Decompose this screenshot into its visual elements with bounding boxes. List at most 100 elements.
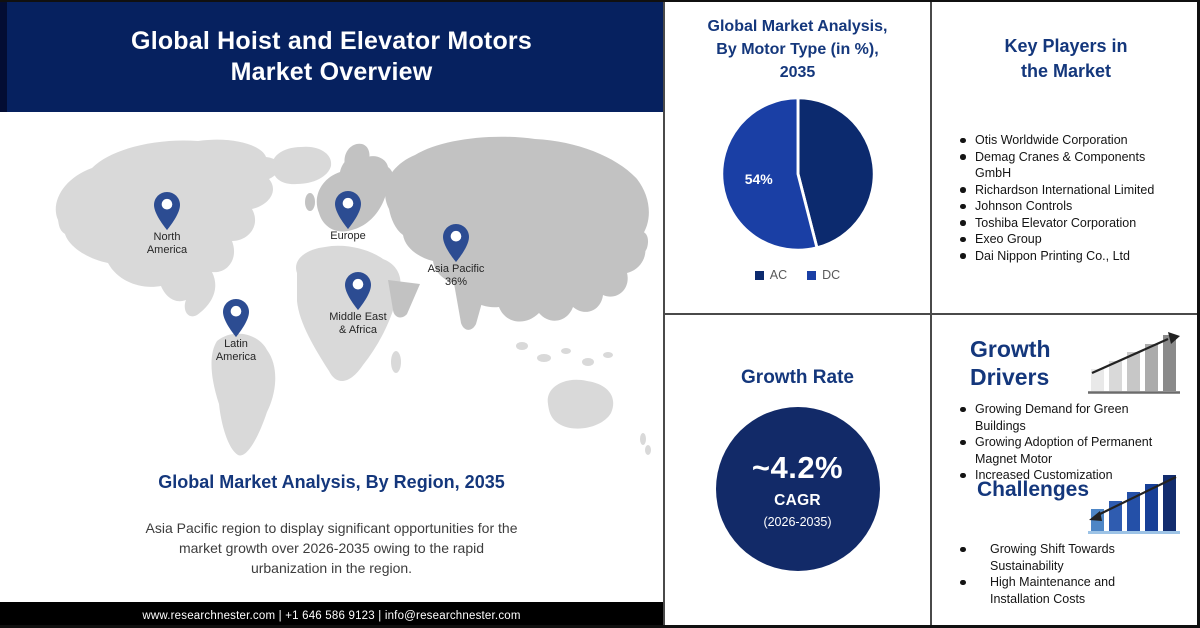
legend-swatch-icon bbox=[754, 270, 764, 280]
location-pin-icon bbox=[443, 224, 469, 262]
continent-asia bbox=[385, 136, 649, 322]
pie-title-line1: Global Market Analysis, bbox=[707, 18, 888, 35]
right-panel-grid: Global Market Analysis, By Motor Type (i… bbox=[663, 2, 1197, 625]
list-item: Toshiba Elevator Corporation bbox=[959, 215, 1175, 232]
map-pin-latin-america: Latin America bbox=[176, 299, 296, 363]
pie-chart-holder: 54% bbox=[716, 92, 880, 256]
pie-title-line2: By Motor Type (in %), bbox=[716, 41, 879, 58]
cagr-circle: ~4.2% CAGR (2026-2035) bbox=[715, 407, 880, 571]
region-arabia bbox=[388, 280, 420, 318]
description-line3: urbanization in the region. bbox=[250, 560, 413, 576]
rising-blue-bars-icon bbox=[1088, 475, 1180, 534]
key-players-title: Key Players in the Market bbox=[932, 34, 1197, 84]
list-item: Growing Adoption of Permanent Magnet Mot… bbox=[959, 434, 1164, 467]
island-nz-2 bbox=[645, 445, 651, 455]
cagr-period: (2026-2035) bbox=[763, 514, 832, 529]
region-label: Middle East & Africa bbox=[329, 311, 387, 336]
map-pin-asia-pacific: Asia Pacific 36% bbox=[396, 224, 516, 288]
pie-slice-dc bbox=[719, 96, 818, 252]
list-item: Demag Cranes & Components GmbH bbox=[959, 149, 1175, 182]
continent-south-america bbox=[211, 333, 276, 456]
list-item: Growing Demand for Green Buildings bbox=[959, 401, 1164, 434]
pie-chart-title: Global Market Analysis, By Motor Type (i… bbox=[708, 15, 888, 84]
list-item: Johnson Controls bbox=[959, 198, 1175, 215]
region-scandinavia bbox=[344, 143, 370, 173]
cagr-value: ~4.2% bbox=[751, 449, 844, 485]
region-label: Europe bbox=[330, 230, 366, 242]
legend-item-dc: DC bbox=[807, 268, 840, 282]
list-item: Richardson International Limited bbox=[959, 182, 1175, 199]
challenges-list: Growing Shift Towards Sustainability High… bbox=[959, 541, 1159, 607]
growth-rate-title: Growth Rate bbox=[741, 367, 854, 388]
island-sea-2 bbox=[537, 354, 551, 362]
key-players-title-line2: the Market bbox=[1020, 61, 1112, 81]
world-map-area: North America Europe Asia Pacific 36% Middle … bbox=[0, 114, 663, 466]
map-pins-layer: North America Europe Asia Pacific 36% Middle … bbox=[0, 114, 663, 466]
page-title-line2: Market Overview bbox=[230, 58, 433, 86]
page-title: Global Hoist and Elevator Motors Market … bbox=[131, 26, 532, 88]
island-sea-3 bbox=[561, 348, 571, 354]
key-players-title-line1: Key Players in bbox=[1004, 36, 1128, 56]
key-players-panel: Key Players in the Market Otis Worldwide… bbox=[932, 2, 1197, 313]
region-label: Asia Pacific 36% bbox=[427, 263, 485, 288]
pie-chart: 54% bbox=[719, 96, 876, 252]
legend-label: DC bbox=[822, 268, 841, 282]
map-pin-europe: Europe bbox=[288, 191, 408, 243]
island-nz-1 bbox=[640, 433, 646, 445]
rising-gray-bars-icon bbox=[1088, 332, 1180, 394]
pie-slice-ac bbox=[796, 96, 876, 250]
location-pin-icon bbox=[223, 299, 249, 337]
pie-legend: AC DC bbox=[754, 268, 840, 282]
location-pin-icon bbox=[154, 192, 180, 230]
world-map bbox=[55, 136, 651, 456]
map-pin-middle-east-africa: Middle East & Africa bbox=[298, 272, 418, 336]
region-label: North America bbox=[146, 231, 188, 256]
list-item: Exeo Group bbox=[959, 231, 1175, 248]
map-pin-north-america: North America bbox=[107, 192, 227, 256]
footer-bar: www.researchnester.com | +1 646 586 9123… bbox=[0, 602, 663, 625]
list-item: Dai Nippon Printing Co., Ltd bbox=[959, 248, 1175, 265]
legend-swatch-icon bbox=[807, 270, 817, 280]
location-pin-icon bbox=[345, 272, 371, 310]
description-line1: Asia Pacific region to display significa… bbox=[145, 520, 518, 536]
island-sea-4 bbox=[582, 358, 594, 366]
continent-africa bbox=[296, 245, 401, 382]
list-item: High Maintenance and Installation Costs bbox=[959, 574, 1159, 607]
growth-drivers-list: Growing Demand for Green Buildings Growin… bbox=[959, 401, 1164, 484]
legend-item-ac: AC bbox=[754, 268, 788, 282]
pie-data-label: 54% bbox=[744, 171, 773, 187]
map-dark-continents bbox=[305, 136, 649, 330]
drivers-challenges-panel: Growth Drivers Growing Demand for Green … bbox=[932, 315, 1197, 625]
region-india bbox=[452, 272, 490, 330]
growth-rate-panel: Growth Rate ~4.2% CAGR (2026-2035) bbox=[665, 315, 930, 625]
region-label: Latin America bbox=[215, 338, 257, 363]
region-analysis-description: Asia Pacific region to display significa… bbox=[0, 518, 663, 578]
footer-contact-text: www.researchnester.com | +1 646 586 9123… bbox=[142, 610, 521, 622]
pie-title-line3: 2035 bbox=[779, 64, 816, 81]
list-item: Otis Worldwide Corporation bbox=[959, 132, 1175, 149]
island-greenland bbox=[272, 146, 332, 185]
list-item: Increased Customization bbox=[959, 467, 1164, 484]
legend-label: AC bbox=[769, 268, 788, 282]
cagr-label: CAGR bbox=[774, 491, 821, 509]
island-madagascar bbox=[391, 351, 401, 373]
header-banner: Global Hoist and Elevator Motors Market … bbox=[0, 2, 663, 112]
key-players-list: Otis Worldwide Corporation Demag Cranes &… bbox=[959, 132, 1175, 264]
region-analysis-heading: Global Market Analysis, By Region, 2035 bbox=[158, 472, 505, 492]
growth-drivers-heading-line1: Growth bbox=[970, 336, 1051, 362]
growth-drivers-heading-line2: Drivers bbox=[970, 364, 1050, 390]
location-pin-icon bbox=[335, 191, 361, 229]
challenges-heading: Challenges bbox=[977, 478, 1090, 501]
island-sea-5 bbox=[603, 352, 613, 358]
island-japan bbox=[637, 231, 649, 254]
island-sea-1 bbox=[516, 342, 528, 350]
growth-drivers-heading: Growth Drivers bbox=[970, 335, 1051, 391]
list-item: Growing Shift Towards Sustainability bbox=[959, 541, 1159, 574]
island-uk bbox=[305, 193, 315, 211]
page-title-line1: Global Hoist and Elevator Motors bbox=[131, 27, 532, 55]
description-line2: market growth over 2026-2035 owing to th… bbox=[178, 540, 485, 556]
left-panel: Global Hoist and Elevator Motors Market … bbox=[0, 2, 663, 625]
pie-chart-panel: Global Market Analysis, By Motor Type (i… bbox=[665, 2, 930, 313]
continent-australia bbox=[547, 379, 614, 429]
